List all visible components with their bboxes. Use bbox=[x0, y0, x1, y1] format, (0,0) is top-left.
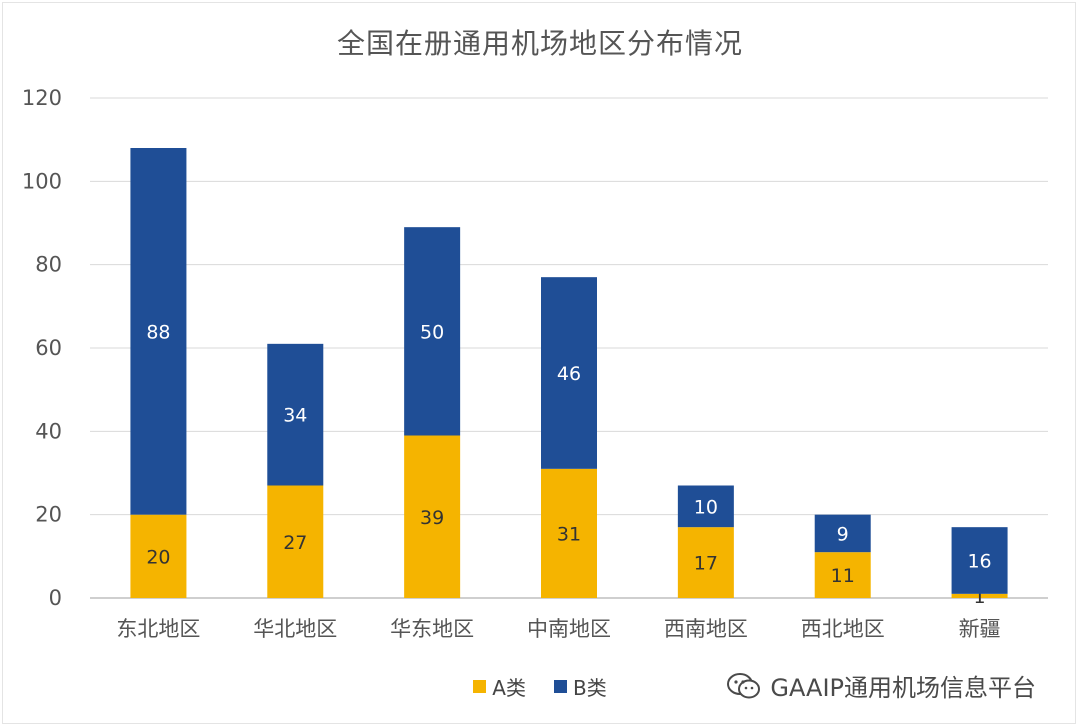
y-tick-label: 100 bbox=[22, 169, 62, 193]
legend-item: A类 bbox=[473, 672, 526, 701]
y-tick-label: 20 bbox=[35, 503, 62, 527]
bar-segment bbox=[267, 343, 324, 486]
wechat-icon bbox=[727, 672, 761, 698]
bar-segment bbox=[541, 468, 597, 598]
bar-segment bbox=[541, 277, 597, 469]
brand-watermark: GAAIP通用机场信息平台 bbox=[720, 666, 1042, 705]
chart-legend: A类 B类 bbox=[0, 672, 1080, 701]
chart-title: 全国在册通用机场地区分布情况 bbox=[336, 27, 743, 60]
legend-item: B类 bbox=[553, 672, 607, 701]
bar-segment bbox=[130, 148, 187, 515]
bar-segment bbox=[404, 227, 461, 436]
data-label: 10 bbox=[694, 496, 718, 518]
bar-segment bbox=[677, 485, 734, 528]
bar-segment bbox=[677, 527, 734, 598]
x-tick-label: 新疆 bbox=[959, 617, 1001, 641]
y-tick-label: 0 bbox=[49, 586, 62, 610]
legend-swatch bbox=[553, 680, 567, 693]
data-label: 9 bbox=[837, 523, 849, 545]
x-tick-label: 华东地区 bbox=[390, 617, 474, 641]
data-label: 20 bbox=[146, 546, 170, 568]
legend-label: A类 bbox=[492, 676, 526, 700]
data-label: 88 bbox=[146, 321, 170, 343]
brand-watermark-text: GAAIP通用机场信息平台 bbox=[770, 674, 1036, 702]
bar-segment bbox=[951, 527, 1008, 594]
x-tick-label: 华北地区 bbox=[253, 617, 337, 641]
x-tick-label: 中南地区 bbox=[527, 617, 611, 641]
data-label: 27 bbox=[283, 532, 307, 554]
bar-segment bbox=[404, 435, 461, 598]
data-label: 46 bbox=[557, 363, 581, 385]
x-tick-label: 西南地区 bbox=[664, 617, 748, 641]
data-label: 50 bbox=[420, 321, 444, 343]
y-tick-label: 120 bbox=[22, 86, 62, 110]
data-label: 39 bbox=[420, 507, 444, 529]
data-label: 16 bbox=[967, 551, 991, 573]
x-tick-label: 西北地区 bbox=[801, 617, 885, 641]
data-label: 11 bbox=[831, 565, 855, 587]
bar-segment bbox=[951, 593, 1008, 598]
bar-segment bbox=[814, 552, 871, 598]
legend-label: B类 bbox=[572, 676, 607, 700]
y-tick-label: 60 bbox=[35, 336, 62, 360]
bar-segment bbox=[814, 514, 871, 553]
bar-segment bbox=[267, 485, 324, 598]
y-tick-label: 40 bbox=[35, 419, 62, 443]
legend-swatch bbox=[473, 680, 487, 693]
y-tick-label: 80 bbox=[35, 253, 62, 277]
data-label: 31 bbox=[557, 523, 581, 545]
data-label: 17 bbox=[694, 553, 718, 575]
x-tick-label: 东北地区 bbox=[116, 617, 200, 641]
data-label: 34 bbox=[283, 405, 307, 427]
bar-segment bbox=[130, 514, 187, 598]
